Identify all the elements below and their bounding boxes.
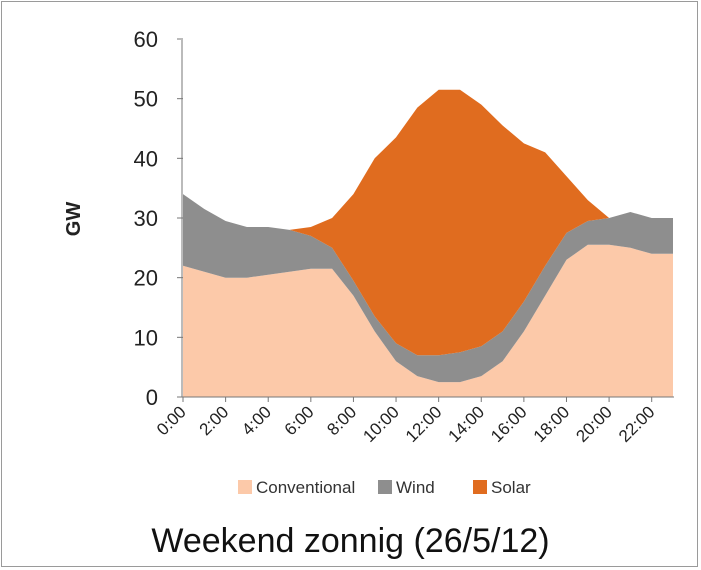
x-tick-label: 10:00	[359, 402, 403, 446]
legend-swatch-wind	[378, 480, 392, 494]
x-tick-label: 0:00	[153, 402, 190, 439]
area-conventional	[183, 244, 673, 397]
y-tick-label: 60	[134, 27, 158, 52]
legend: Conventional Wind Solar	[238, 478, 531, 497]
x-tick-label: 12:00	[402, 402, 446, 446]
legend-label-conventional: Conventional	[256, 478, 355, 497]
legend-swatch-solar	[473, 480, 487, 494]
x-tick-layer: 0:00 2:00 4:00 6:00 8:00 10:00 12:00 14:00 16:00…	[153, 397, 659, 446]
y-tick-label: 0	[146, 385, 158, 410]
x-tick-label: 6:00	[281, 402, 318, 439]
x-tick-label: 18:00	[530, 402, 574, 446]
legend-swatch-conventional	[238, 480, 252, 494]
legend-label-wind: Wind	[396, 478, 435, 497]
area-solar	[183, 89, 673, 356]
area-layer	[183, 89, 673, 397]
y-axis-label: GW	[63, 202, 85, 237]
y-tick-label: 40	[134, 146, 158, 171]
x-tick-label: 16:00	[487, 402, 531, 446]
y-tick-label: 10	[134, 325, 158, 350]
y-tick-layer: 0 10 20 30 40 50 60	[134, 27, 183, 410]
x-tick-label: 20:00	[572, 402, 616, 446]
x-tick-label: 14:00	[445, 402, 489, 446]
y-tick-label: 50	[134, 87, 158, 112]
chart-caption: Weekend zonnig (26/5/12)	[151, 522, 550, 560]
x-tick-label: 2:00	[196, 402, 233, 439]
x-tick-label: 22:00	[615, 402, 659, 446]
x-tick-label: 8:00	[323, 402, 360, 439]
y-tick-label: 30	[134, 206, 158, 231]
area-wind	[183, 194, 673, 383]
y-tick-label: 20	[134, 266, 158, 291]
x-tick-label: 4:00	[238, 402, 275, 439]
legend-label-solar: Solar	[491, 478, 531, 497]
